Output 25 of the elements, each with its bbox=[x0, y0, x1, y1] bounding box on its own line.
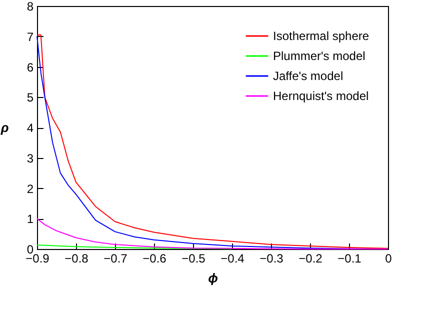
y-tick-label: 6 bbox=[26, 60, 34, 74]
legend-label: Hernquist's model bbox=[273, 89, 369, 103]
x-tick-label: −0.7 bbox=[104, 252, 128, 266]
y-tick-label: 8 bbox=[26, 0, 34, 14]
x-tick-label: −0.5 bbox=[182, 252, 206, 266]
x-tick-label: −0.4 bbox=[220, 252, 245, 266]
x-tick-label: −0.3 bbox=[260, 252, 284, 266]
x-tick-label: −0.2 bbox=[298, 252, 323, 266]
x-axis-title: ϕ bbox=[208, 270, 218, 286]
x-tick-label: −0.6 bbox=[142, 252, 167, 266]
legend-label: Jaffe's model bbox=[273, 69, 344, 83]
y-tick-label: 7 bbox=[26, 30, 34, 44]
line-series bbox=[36, 218, 388, 250]
y-tick-label: 3 bbox=[26, 151, 34, 166]
legend-label: Plummer's model bbox=[273, 49, 366, 63]
x-tick-label: 0 bbox=[385, 252, 392, 266]
x-tick-label: −0.1 bbox=[338, 252, 362, 266]
y-axis-title: ρ bbox=[0, 120, 9, 135]
x-tick-label: −0.8 bbox=[64, 252, 89, 266]
y-tick-label: 1 bbox=[26, 212, 34, 226]
y-tick-label: 0 bbox=[26, 242, 34, 256]
legend-label: Isothermal sphere bbox=[273, 29, 370, 43]
y-tick-label: 5 bbox=[26, 90, 34, 105]
y-tick-label: 4 bbox=[26, 121, 34, 135]
y-tick-label: 2 bbox=[26, 182, 34, 196]
